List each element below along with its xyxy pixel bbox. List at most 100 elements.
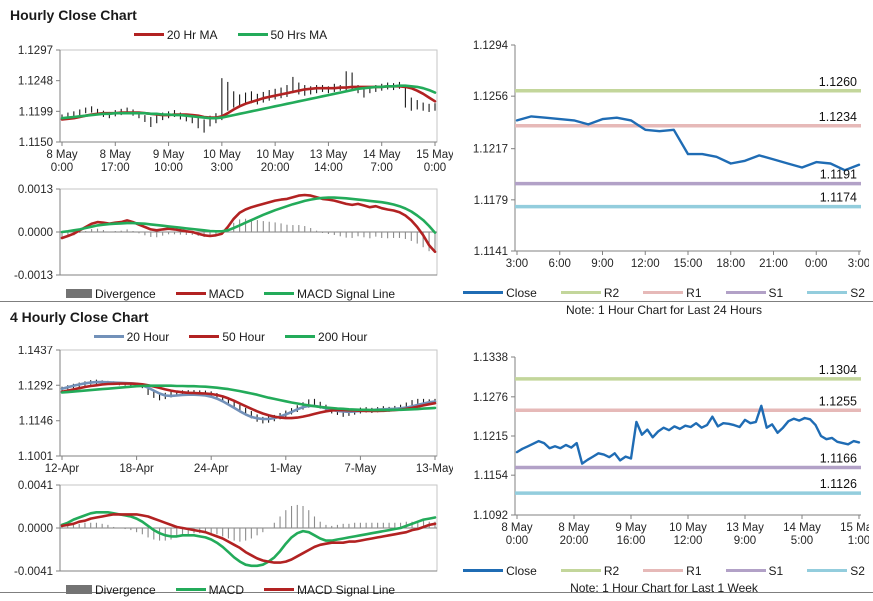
x-tick-label: 13 May [726,522,764,534]
four-hourly-pivot-legend: Close R2 R1 S1 S2 [463,562,865,579]
legend-swatch [463,290,504,295]
hourly-right-column: 1.1294 1.1256 1.1217 1.1179 1.1141 3:00 6:00 9:… [453,25,869,317]
hourly-pivot-legend: Close R2 R1 S1 S2 [463,284,865,301]
x-tick-label: 5:00 [791,535,813,547]
legend-swatch [725,290,766,295]
legend-label: MACD [208,582,244,597]
x-tick-label: 7-May [344,463,376,475]
x-tick-label: 14 May [363,149,401,161]
x-tick-label: 12:00 [631,258,660,270]
50-hrs-ma-line [60,84,437,120]
pivot-level-s1-label: 1.1191 [820,168,857,182]
legend-item: R2 [560,563,620,578]
y-tick-label: 1.1215 [473,431,508,443]
y-tick-label: 1.1294 [473,40,509,52]
legend-label: 20 Hr MA [166,27,218,42]
x-tick-label: 12:00 [674,535,703,547]
x-tick-label: 18:00 [716,258,745,270]
legend-label: MACD [208,286,244,301]
x-tick-label: 10 May [256,149,294,161]
legend-swatch [175,291,206,296]
pivot-level-s2-label: 1.1126 [820,477,857,491]
y-tick-label: 1.1248 [18,76,53,88]
legend-item: R2 [560,286,619,300]
legend-swatch [189,334,220,339]
legend-swatch [807,290,848,295]
legend-label: 50 Hour [222,329,266,344]
legend-swatch [133,32,164,37]
four-hourly-section: 4 Hourly Close Chart 20 Hour 50 Hour 200 H… [0,302,873,597]
pivot-level-s2-label: 1.1174 [820,191,857,205]
macd-line [60,510,437,568]
legend-item: Divergence [65,287,156,301]
plot-frame [59,349,438,457]
x-tick-label: 13 May [310,149,348,161]
macd-signal-line [60,196,437,235]
x-tick-label: 18-Apr [119,463,154,475]
plot-frame [59,49,438,143]
legend-label: 50 Hrs MA [270,27,328,42]
hourly-left-column: 20 Hr MA 50 Hrs MA 1.1297 1.1248 1.1199 1.11… [8,25,453,317]
x-tick-label: 15:00 [674,258,703,270]
pivot-level-r2-label: 1.1304 [819,363,857,377]
x-tick-label: 9 May [153,149,185,161]
x-tick-label: 14:00 [314,162,343,174]
x-tick-label: 14 May [783,522,821,534]
legend-swatch [175,587,206,592]
legend-label: R1 [686,563,702,578]
legend-item: 200 Hour [285,330,367,344]
legend-label: R2 [603,563,620,578]
x-tick-label: 10 May [203,149,241,161]
pivot-level-r1-label: 1.1255 [819,394,857,408]
x-tick-label: 9:00 [734,535,756,547]
legend-swatch [285,334,316,339]
legend-item: MACD Signal Line [264,583,395,597]
y-tick-label: 1.1199 [19,106,53,118]
legend-label: Close [506,563,537,578]
x-tick-label: 15 May [840,522,869,534]
x-tick-label: 8 May [100,149,132,161]
legend-swatch [463,568,504,573]
legend-item: 50 Hrs MA [237,27,328,42]
four-hourly-right-column: 1.1338 1.1276 1.1215 1.1154 1.1092 8 May 0:00 8… [453,327,869,599]
x-tick-label: 16:00 [617,535,646,547]
legend-label: MACD Signal Line [297,286,396,301]
hourly-macd-chart: 0.0013 0.0000 -0.0013 [14,184,438,282]
x-tick-label: 3:00 [211,162,233,174]
y-tick-label: 1.1297 [18,45,53,57]
y-tick-label: 1.1150 [19,137,53,149]
legend-swatch [65,585,92,594]
y-tick-label: 1.1146 [19,416,53,428]
x-tick-label: 21:00 [759,258,788,270]
legend-label: S1 [768,563,784,578]
legend-item: Divergence [65,583,156,597]
legend-label: MACD Signal Line [297,582,396,597]
legend-label: 20 Hour [126,329,170,344]
x-tick-label: 13-May [416,463,453,475]
x-tick-label: 20:00 [560,535,589,547]
y-tick-label: 1.1179 [474,195,508,207]
pivot-level-r1-label: 1.1234 [819,110,857,124]
legend-swatch [560,290,601,295]
y-tick-label: 0.0013 [18,184,53,196]
legend-item: S2 [807,286,865,300]
legend-item: S1 [725,563,784,578]
hourly-pivot-note: Note: 1 Hour Chart for Last 24 Hours [565,303,763,317]
macd-line [60,193,437,254]
legend-item: Close [463,286,537,300]
four-hourly-price-legend: 20 Hour 50 Hour 200 Hour [8,328,453,345]
x-tick-label: 1:00 [848,535,869,547]
y-tick-label: -0.0013 [14,270,53,282]
x-tick-label: 7:00 [371,162,393,174]
hourly-section: Hourly Close Chart 20 Hr MA 50 Hrs MA 1.1… [0,7,873,317]
legend-swatch [643,290,684,295]
x-tick-label: 8 May [46,149,78,161]
y-tick-label: 0.0000 [18,227,53,239]
hourly-macd-legend: Divergence MACD MACD Signal Line [8,285,453,302]
legend-swatch [643,568,684,573]
legend-label: S1 [768,285,784,300]
